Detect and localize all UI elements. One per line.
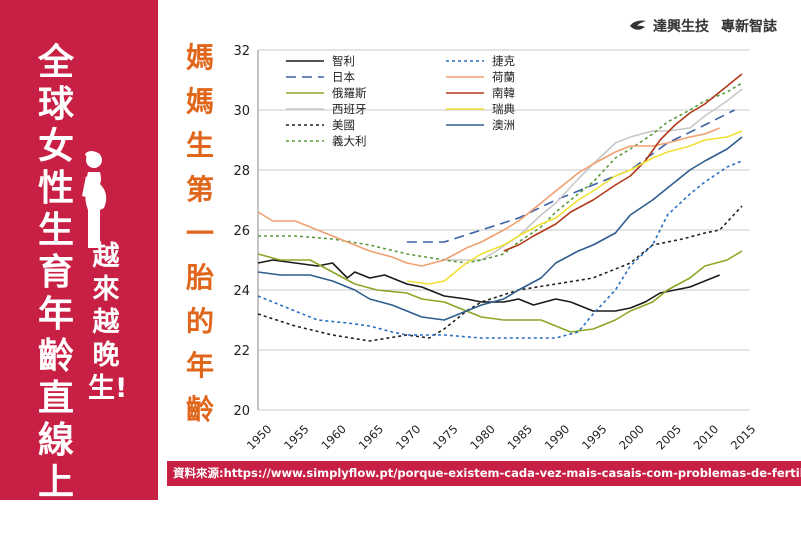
y-tick-label: 24	[233, 284, 250, 299]
y-tick-label: 20	[233, 404, 250, 419]
legend-label: 澳洲	[492, 118, 515, 132]
x-tick-label: 2005	[653, 422, 684, 453]
legend-label: 義大利	[332, 134, 367, 148]
pregnant-woman-icon	[82, 151, 107, 248]
series-line-7	[257, 160, 743, 339]
x-tick-label: 2000	[616, 422, 647, 453]
series-line-11	[257, 136, 743, 321]
legend-label: 南韓	[492, 86, 515, 100]
x-tick-label: 1965	[356, 422, 387, 453]
x-tick-label: 1950	[244, 422, 275, 453]
legend-label: 美國	[332, 118, 355, 132]
series-line-3	[257, 250, 743, 333]
x-tick-label: 1960	[318, 422, 349, 453]
x-tick-label: 1980	[467, 422, 498, 453]
side-subtitle: 越來越晚生!	[88, 241, 128, 404]
legend-label: 智利	[332, 54, 355, 68]
y-tick-label: 28	[233, 164, 250, 179]
series-line-9	[503, 73, 743, 252]
legend-label: 俄羅斯	[332, 86, 367, 100]
y-tick-label: 30	[233, 104, 250, 119]
brand-tagline: 專新智誌	[721, 19, 777, 35]
series-line-10	[406, 130, 743, 285]
legend-label: 荷蘭	[492, 70, 515, 84]
series-line-5	[257, 205, 743, 342]
x-tick-label: 1955	[281, 422, 312, 453]
brand: 達興生技 專新智誌	[629, 16, 777, 36]
x-tick-label: 1985	[504, 422, 535, 453]
brand-name: 達興生技	[653, 19, 709, 35]
legend-label: 日本	[332, 70, 355, 84]
legend-label: 瑞典	[492, 102, 515, 116]
x-tick-label: 1990	[542, 422, 573, 453]
x-tick-label: 2010	[691, 422, 722, 453]
y-tick-label: 22	[233, 344, 250, 359]
x-tick-label: 1975	[430, 422, 461, 453]
source-citation: 資料來源:https://www.simplyflow.pt/porque-ex…	[167, 461, 801, 486]
vertical-chart-title: 媽媽生第一胎的年齡	[185, 41, 214, 426]
y-tick-label: 26	[233, 224, 250, 239]
x-tick-label: 1970	[393, 422, 424, 453]
y-tick-label: 32	[233, 44, 250, 59]
legend-label: 西班牙	[332, 102, 367, 116]
series-line-8	[257, 127, 720, 267]
x-tick-label: 2015	[728, 422, 759, 453]
brand-logo-icon	[630, 20, 646, 30]
x-tick-label: 1995	[579, 422, 610, 453]
series-line-2	[406, 109, 735, 243]
legend-label: 捷克	[492, 54, 515, 68]
